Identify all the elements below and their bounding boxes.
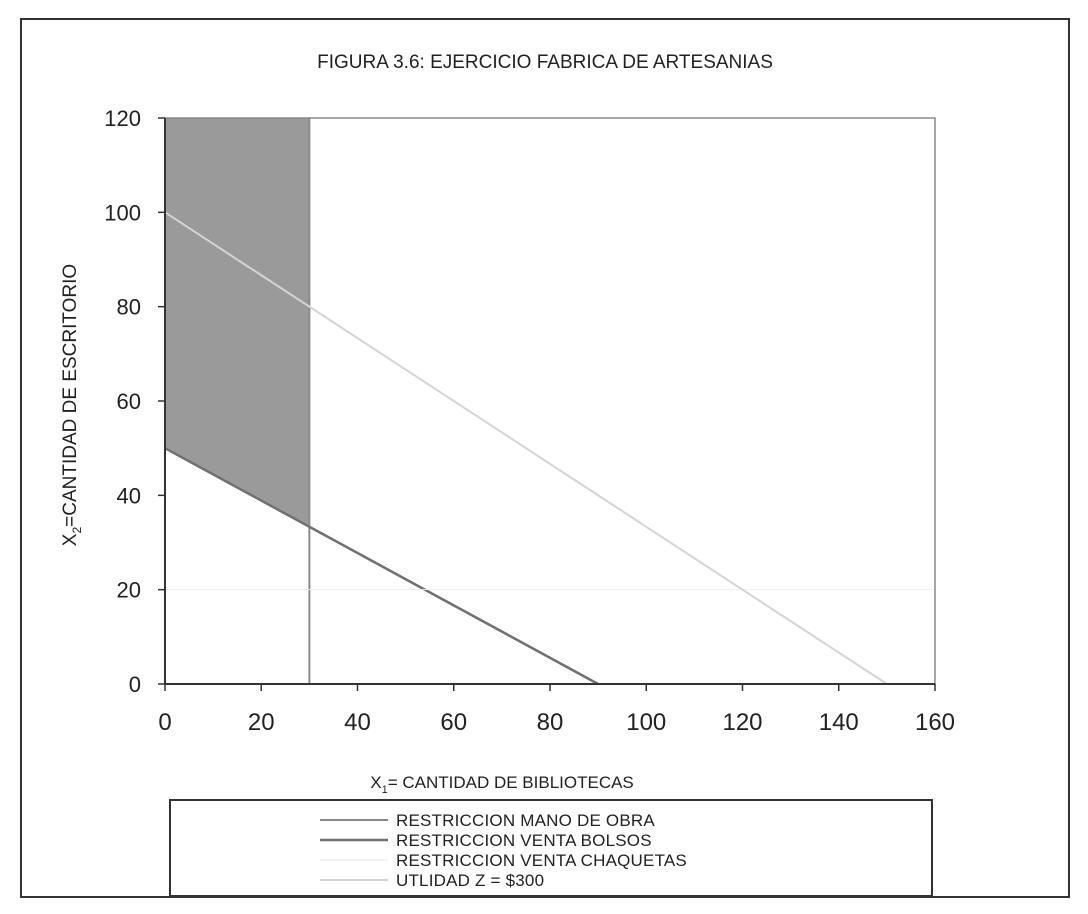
x-tick-label: 100 [626, 709, 666, 736]
plot-area: 0 20 40 60 80 100 120 140 160 0 20 40 60 80 100 120 [104, 106, 955, 736]
legend-label: RESTRICCION VENTA CHAQUETAS [396, 851, 687, 870]
y-tick-label: 120 [104, 106, 141, 131]
chart: FIGURA 3.6: EJERCICIO FABRICA DE ARTESAN… [60, 52, 955, 896]
series-line-2 [164, 447, 599, 686]
feasible-region [165, 118, 310, 527]
chart-frame: FIGURA 3.6: EJERCICIO FABRICA DE ARTESAN… [20, 18, 1070, 898]
x-tick-label: 20 [248, 709, 275, 736]
y-tick-label: 0 [129, 672, 141, 697]
legend-label: UTLIDAD Z = $300 [396, 871, 544, 890]
x-tick-label: 140 [819, 709, 859, 736]
y-tick-label: 80 [117, 295, 141, 320]
legend-label: RESTRICCION VENTA BOLSOS [396, 831, 652, 850]
y-tick-label: 60 [117, 389, 141, 414]
legend-box [169, 799, 933, 896]
y-tick-label: 20 [117, 578, 141, 603]
x-tick-label: 60 [440, 709, 467, 736]
legend-label: RESTRICCION MANO DE OBRA [396, 811, 655, 830]
x-tick-label: 0 [158, 709, 171, 736]
x-tick-label: 80 [537, 709, 564, 736]
x-tick-label: 120 [722, 709, 762, 736]
y-tick-label: 100 [104, 200, 141, 225]
series-line-4 [164, 211, 888, 685]
x-axis-label: X1= CANTIDAD DE BIBLIOTECAS [370, 773, 634, 796]
y-tick-label: 40 [117, 483, 141, 508]
chart-title: FIGURA 3.6: EJERCICIO FABRICA DE ARTESAN… [317, 52, 773, 73]
x-tick-label: 40 [344, 709, 371, 736]
y-axis-label: X2=CANTIDAD DE ESCRITORIO [60, 264, 84, 546]
x-tick-label: 160 [915, 709, 955, 736]
